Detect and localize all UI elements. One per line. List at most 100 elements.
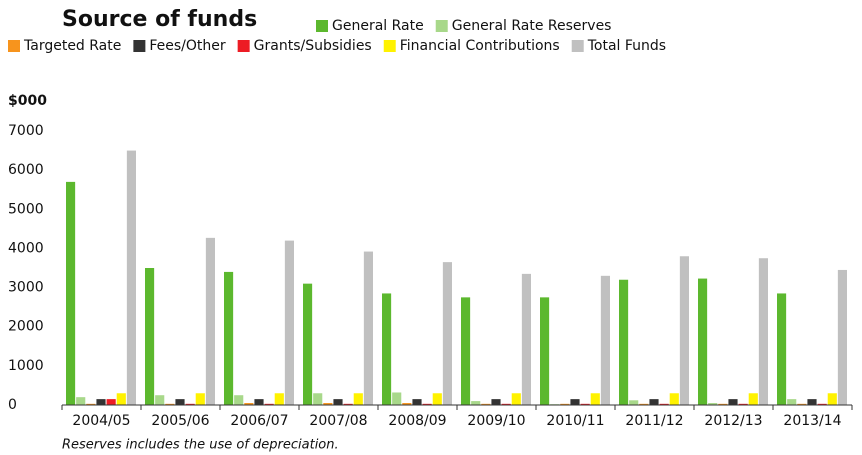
chart-title: Source of funds — [62, 7, 257, 32]
bar — [76, 397, 86, 405]
bar — [106, 399, 116, 405]
legend-label: Fees/Other — [149, 38, 226, 54]
bar — [619, 279, 629, 405]
bar — [303, 283, 313, 405]
y-tick-label: 3000 — [8, 280, 44, 296]
bar — [600, 275, 610, 405]
x-tick-label: 2011/12 — [625, 413, 683, 429]
bar — [521, 273, 531, 405]
bar — [718, 403, 728, 405]
bar — [165, 403, 175, 405]
bar — [343, 403, 353, 405]
bar — [234, 395, 244, 405]
bar — [205, 237, 215, 405]
x-tick-label: 2010/11 — [546, 413, 604, 429]
bar — [254, 399, 264, 405]
legend-label: Total Funds — [587, 38, 666, 54]
bar — [333, 399, 343, 405]
bar — [758, 258, 768, 405]
bar — [86, 403, 96, 405]
bar — [461, 297, 471, 405]
x-tick-label: 2004/05 — [72, 413, 130, 429]
bar — [274, 393, 284, 405]
bar — [501, 403, 511, 405]
bar — [787, 399, 797, 405]
legend-label: Targeted Rate — [23, 38, 121, 54]
bar — [827, 393, 837, 405]
y-tick-label: 0 — [8, 397, 17, 413]
bar — [126, 150, 136, 405]
x-tick-label: 2009/10 — [467, 413, 525, 429]
bar — [807, 399, 817, 405]
bar — [738, 403, 748, 405]
x-tick-label: 2005/06 — [151, 413, 209, 429]
bar — [540, 297, 550, 405]
bar — [590, 393, 600, 405]
bar — [817, 403, 827, 405]
legend-swatch — [571, 40, 584, 52]
bar — [728, 399, 738, 405]
bar — [748, 393, 758, 405]
bar — [570, 399, 580, 405]
legend-swatch — [383, 40, 396, 52]
legend-label: Financial Contributions — [400, 38, 560, 54]
y-tick-label: 4000 — [8, 240, 44, 256]
y-axis-label: $000 — [8, 93, 47, 109]
bar — [442, 262, 452, 405]
legend-swatch — [316, 20, 328, 32]
bar — [392, 392, 402, 405]
x-tick-label: 2012/13 — [704, 413, 762, 429]
bar — [284, 240, 294, 405]
bar — [639, 403, 649, 405]
bar — [659, 403, 669, 405]
bar — [412, 399, 422, 405]
bar — [66, 181, 76, 405]
bar — [363, 251, 373, 405]
legend-label: General Rate Reserves — [452, 18, 612, 34]
bar — [323, 403, 333, 405]
bar — [511, 393, 521, 405]
x-tick-label: 2013/14 — [783, 413, 841, 429]
legend-swatch — [8, 40, 20, 52]
bar — [679, 256, 689, 405]
legend-swatch — [237, 40, 250, 52]
bar — [353, 393, 363, 405]
bar — [837, 269, 847, 405]
bar — [580, 403, 590, 405]
bar — [560, 403, 570, 405]
y-tick-label: 6000 — [8, 162, 44, 178]
bar — [244, 403, 254, 405]
bar — [432, 393, 442, 405]
x-tick-label: 2008/09 — [388, 413, 446, 429]
bar — [313, 393, 323, 405]
bar — [669, 393, 679, 405]
y-tick-label: 2000 — [8, 319, 44, 335]
bar — [481, 403, 491, 405]
bar — [155, 395, 165, 405]
bar — [777, 293, 787, 405]
bar — [649, 399, 659, 405]
bar — [471, 401, 481, 405]
legend-label: Grants/Subsidies — [254, 38, 372, 54]
bar — [96, 399, 106, 405]
x-tick-label: 2007/08 — [309, 413, 367, 429]
bar — [145, 268, 155, 405]
y-tick-label: 7000 — [8, 123, 44, 139]
bar — [185, 403, 195, 405]
legend-swatch — [133, 40, 146, 52]
legend-swatch — [435, 20, 448, 32]
bar — [491, 399, 501, 405]
bar — [195, 393, 205, 405]
bar — [797, 403, 807, 405]
y-tick-label: 5000 — [8, 201, 44, 217]
bar — [175, 399, 185, 405]
bar — [708, 403, 718, 405]
bar — [382, 293, 392, 405]
bar — [116, 393, 126, 405]
x-tick-label: 2006/07 — [230, 413, 288, 429]
bar — [224, 271, 234, 405]
y-tick-label: 1000 — [8, 358, 44, 374]
bar — [629, 400, 639, 405]
legend-label: General Rate — [332, 18, 424, 34]
bar — [698, 278, 708, 405]
